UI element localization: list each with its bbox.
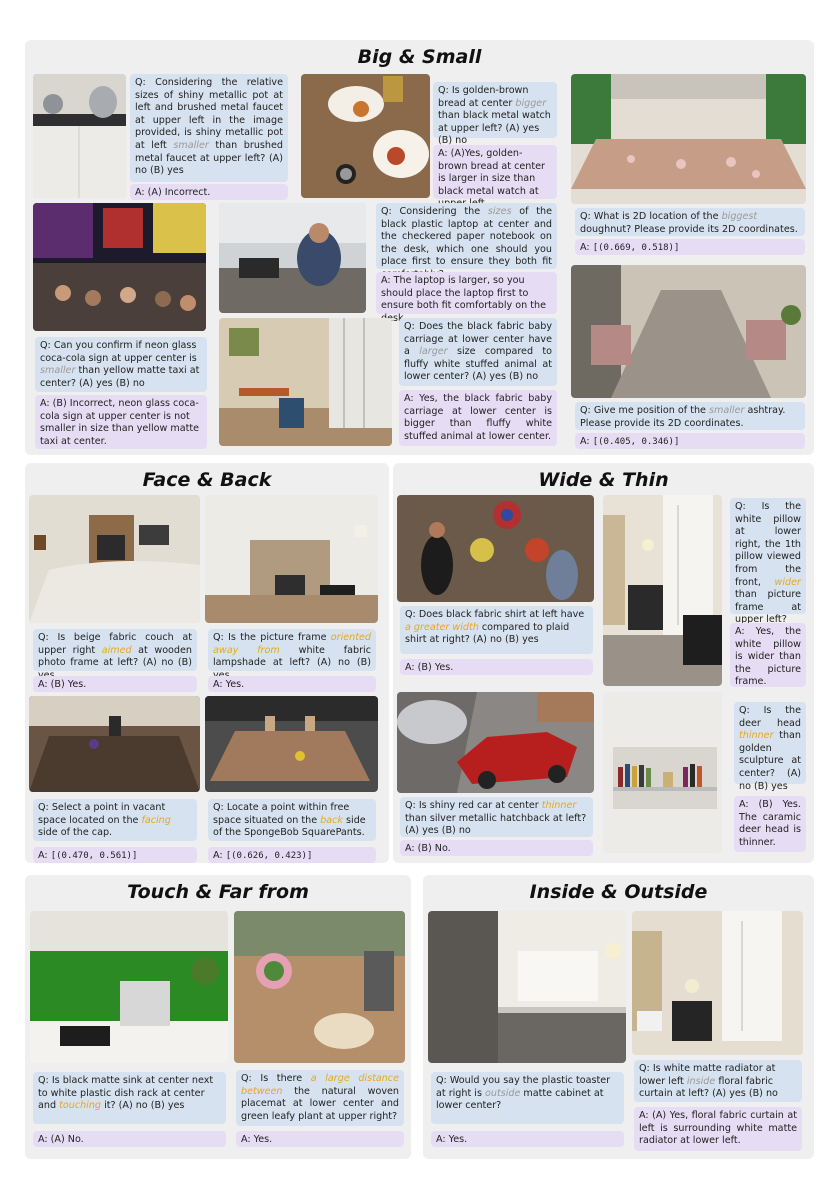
photo-laptop-desk [219,203,366,313]
photo-dining-placemat [234,911,405,1063]
photo-baby-carriage-room [219,318,392,446]
answer-radiator-curtain: A: (A) Yes, floral fabric curtain at lef… [634,1107,802,1151]
answer-red-car: A: (B) No. [400,840,593,856]
panel-title: Inside & Outside [529,881,708,903]
answer-frame-lampshade: A: Yes. [208,676,376,692]
question-cap-facing-space: Q: Select a point in vacant space locate… [33,799,197,841]
photo-pillow-room [603,495,722,686]
answer-pot-faucet: A: (A) Incorrect. [130,184,288,200]
question-biggest-doughnut: Q: What is 2D location of the biggest do… [575,208,805,236]
answer-pillow-width: A: Yes, the white pillow is wider than t… [730,623,806,687]
question-bread-watch: Q: Is golden-brown bread at center bigge… [433,82,557,146]
answer-placemat-plant: A: Yes. [236,1131,404,1147]
answer-sink-dish-rack: A: (A) No. [33,1131,226,1147]
question-pillow-width: Q: Is the white pillow at lower right, t… [730,498,806,625]
answer-smaller-ashtray: A: [(0.405, 0.346)] [575,433,805,449]
photo-dining-cap [29,696,200,792]
photo-patio-table [571,265,806,398]
photo-bookshelf-niche [603,692,722,853]
answer-cap-facing-space: A: [(0.470, 0.561)] [33,847,197,863]
panel-title: Face & Back [142,469,272,491]
answer-couch-photo-frame: A: (B) Yes. [33,676,197,692]
question-carriage-animal: Q: Does the black fabric baby carriage a… [399,318,557,386]
photo-kitchen-sink [30,911,228,1063]
photo-red-car [397,692,594,793]
question-laptop-notebook: Q: Considering the sizes of the black pl… [376,203,557,280]
answer-bread-watch: A: (A)Yes, golden-brown bread at center … [433,145,557,209]
answer-biggest-doughnut: A: [(0.669, 0.518)] [575,239,805,255]
answer-spongebob-back: A: [(0.626, 0.423)] [208,847,376,863]
question-cocacola-taxi: Q: Can you confirm if neon glass coca-co… [35,337,207,392]
panel-title: Big & Small [357,46,482,68]
photo-kitchen-cabinet [428,911,626,1063]
panel-title: Touch & Far from [127,881,309,903]
question-couch-photo-frame: Q: Is beige fabric couch at upper right … [33,629,197,681]
photo-food-table [301,74,430,198]
photo-times-square [33,203,206,331]
panel-title: Wide & Thin [538,469,669,491]
question-frame-lampshade: Q: Is the picture frame oriented away fr… [208,629,376,681]
question-red-car: Q: Is shiny red car at center thinner th… [400,797,593,837]
question-radiator-curtain: Q: Is white matte radiator at lower left… [634,1060,802,1102]
question-deer-head: Q: Is the deer head thinner than golden … [734,702,806,792]
answer-deer-head: A: (B) Yes. The caramic deer head is thi… [734,796,806,852]
question-placemat-plant: Q: Is there a large distance between the… [236,1070,404,1126]
photo-fireplace-room [205,495,378,623]
question-spongebob-back: Q: Locate a point within free space situ… [208,799,376,841]
photo-radiator-curtain [632,911,803,1055]
photo-doughnut-table [571,74,806,204]
photo-kitchen-pot [33,74,126,198]
answer-carriage-animal: A: Yes, the black fabric baby carriage a… [399,390,557,446]
photo-outdoor-table [205,696,378,792]
answer-shirt-width: A: (B) Yes. [400,659,593,675]
question-sink-dish-rack: Q: Is black matte sink at center next to… [33,1072,226,1124]
question-toaster-cabinet: Q: Would you say the plastic toaster at … [431,1072,624,1124]
answer-cocacola-taxi: A: (B) Incorrect, neon glass coca-cola s… [35,395,207,449]
photo-living-room-couch [29,495,200,623]
photo-market-stall [397,495,594,602]
question-shirt-width: Q: Does black fabric shirt at left have … [400,606,593,654]
question-pot-faucet: Q: Considering the relative sizes of shi… [130,74,288,182]
answer-laptop-notebook: A: The laptop is larger, so you should p… [376,272,557,324]
answer-toaster-cabinet: A: Yes. [431,1131,624,1147]
question-smaller-ashtray: Q: Give me position of the smaller ashtr… [575,402,805,430]
